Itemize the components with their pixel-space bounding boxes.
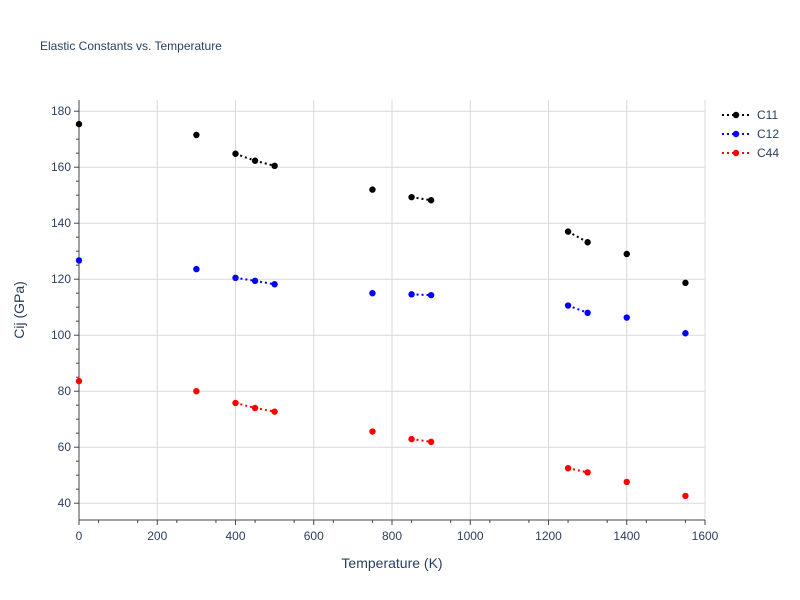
x-tick-label: 1200 <box>535 529 562 543</box>
legend-swatch-marker <box>732 149 740 157</box>
legend-label: C11 <box>757 108 778 122</box>
series-line-segment <box>254 159 275 167</box>
series-line-segment <box>567 230 589 244</box>
legend-swatch-marker <box>732 130 740 138</box>
data-point <box>75 120 83 128</box>
data-point <box>584 469 591 476</box>
data-point <box>408 193 415 201</box>
series-C11 <box>75 120 689 287</box>
series-line-segment <box>235 276 256 282</box>
y-tick-label: 100 <box>51 328 71 342</box>
series-C44 <box>75 377 689 500</box>
y-tick-label: 140 <box>51 216 71 230</box>
data-point <box>408 291 415 298</box>
series-line-segment <box>235 401 256 409</box>
data-point <box>271 408 278 415</box>
data-point <box>623 314 630 321</box>
data-point <box>75 257 83 264</box>
y-tick-label: 80 <box>58 384 72 398</box>
series-line-segment <box>235 152 256 162</box>
data-point <box>271 162 278 169</box>
x-tick-label: 600 <box>304 529 324 543</box>
legend[interactable]: C11 C12 C44 <box>722 108 779 160</box>
y-tick-label: 60 <box>58 440 72 454</box>
series-line-segment <box>411 293 432 297</box>
legend-label: C44 <box>757 146 779 160</box>
data-point <box>232 274 239 281</box>
series-line-segment <box>254 279 275 286</box>
y-tick-label: 180 <box>51 104 71 118</box>
x-tick-label: 1400 <box>613 529 640 543</box>
legend-label: C12 <box>757 127 779 141</box>
legend-item-C44[interactable]: C44 <box>722 146 779 160</box>
chart-title: Elastic Constants vs. Temperature <box>40 39 222 53</box>
data-point <box>369 186 376 193</box>
data-point <box>682 330 689 337</box>
series-C12 <box>75 257 689 337</box>
data-point <box>564 302 572 309</box>
x-tick-label: 0 <box>76 529 83 543</box>
data-point <box>623 250 630 258</box>
series-line-segment <box>411 196 432 202</box>
y-tick-label: 120 <box>51 272 71 286</box>
data-point <box>193 265 200 273</box>
ticks: 40 60 80 100 120 140 160 180 0 200 400 600 800 1000 12… <box>51 104 719 543</box>
data-point <box>427 438 435 446</box>
data-point <box>251 157 259 164</box>
series-line-segment <box>567 304 588 314</box>
data-point <box>408 435 415 443</box>
series-layer <box>75 120 689 500</box>
x-tick-label: 1600 <box>692 529 719 543</box>
y-tick-label: 40 <box>58 496 72 510</box>
data-point <box>369 290 376 297</box>
x-tick-label: 800 <box>382 529 402 543</box>
data-point <box>251 404 259 412</box>
legend-item-C12[interactable]: C12 <box>722 127 779 141</box>
legend-swatch-marker <box>732 111 740 119</box>
x-tick-label: 1000 <box>457 529 484 543</box>
data-point <box>232 399 239 407</box>
grid <box>78 100 706 520</box>
data-point <box>623 478 630 486</box>
y-axis-label: Cij (GPa) <box>11 281 27 339</box>
data-point <box>564 228 572 235</box>
data-point <box>193 388 200 395</box>
series-line-segment <box>254 407 275 413</box>
data-point <box>232 150 239 157</box>
data-point <box>564 465 572 472</box>
x-axis-label: Temperature (K) <box>341 555 442 571</box>
data-point <box>251 277 259 285</box>
data-point <box>271 281 278 288</box>
data-point <box>369 428 376 435</box>
data-point <box>682 492 689 500</box>
y-tick-label: 160 <box>51 160 71 174</box>
data-point <box>427 197 435 204</box>
x-tick-label: 200 <box>147 529 167 543</box>
series-line-segment <box>411 438 432 443</box>
data-point <box>584 309 591 316</box>
data-point <box>682 279 689 287</box>
data-point <box>193 131 200 139</box>
legend-item-C11[interactable]: C11 <box>722 108 778 122</box>
data-point <box>75 377 83 385</box>
data-point <box>427 291 435 299</box>
series-line-segment <box>567 467 588 474</box>
data-point <box>584 239 591 246</box>
x-tick-label: 400 <box>225 529 245 543</box>
